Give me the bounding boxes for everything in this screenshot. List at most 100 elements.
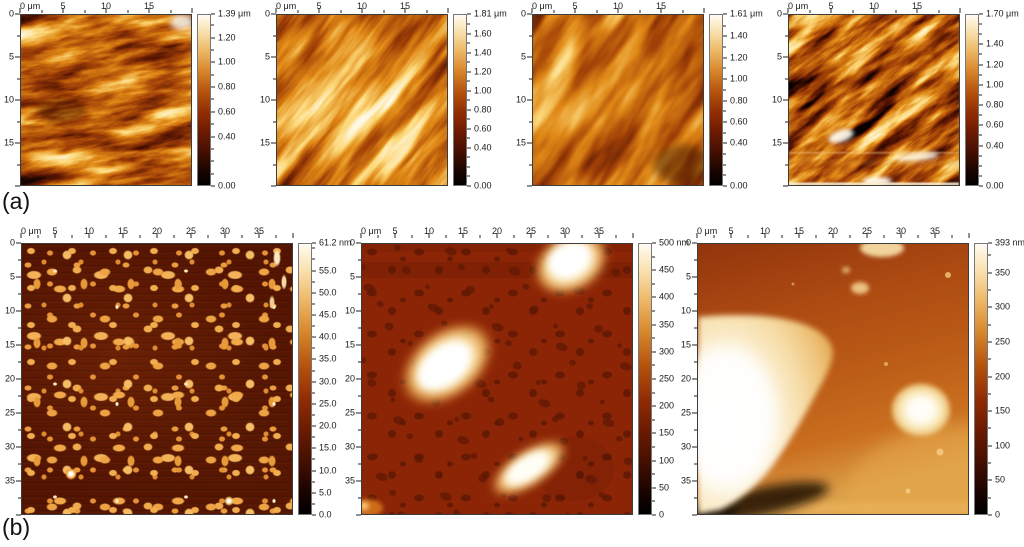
colorbar-tick-label: 1.20 (218, 32, 236, 42)
colorbar-tick (467, 33, 471, 35)
axis-tick (18, 395, 21, 397)
axis-tick (830, 8, 832, 13)
colorbar-tick (312, 325, 315, 327)
afm-image-b1 (21, 243, 293, 515)
y-axis-ticks (271, 13, 276, 187)
colorbar-tick-label: 100 (995, 440, 1011, 451)
axis-tick (18, 463, 21, 465)
speck (884, 362, 888, 366)
colorbar-tick-label: 0.00 (730, 180, 748, 191)
colorbar-ticks (467, 13, 471, 187)
axis-tick (18, 327, 21, 329)
figure-row-a: 0 μm 5 10 15 0 5 10 15 (0, 0, 1024, 200)
colorbar-b2 (638, 243, 652, 515)
axis-tick (564, 233, 566, 238)
bottom-scan-strip (789, 182, 959, 185)
colorbar-tick (211, 173, 214, 175)
x-axis-tick-label: 35 (929, 226, 941, 236)
afm-panel-a4: 0 μm 5 10 15 0 5 10 15 (768, 0, 1024, 200)
y-axis-tick-label: 30 (4, 441, 15, 452)
axis-tick (694, 463, 697, 465)
colorbar-a3 (709, 14, 723, 186)
colorbar-labels: 1.81 μm 0.00 0.40 0.60 0.80 1.00 1.20 1.40 1.60 (474, 9, 518, 190)
colorbar-tick (467, 137, 470, 139)
colorbar-tick-label: 400 (659, 291, 675, 302)
axis-tick (105, 235, 107, 238)
axis-tick (411, 235, 413, 238)
y-axis-tick-label: 10 (771, 94, 782, 105)
x-axis-tick-label: 10 (423, 226, 435, 236)
x-axis-tick-label: 30 (219, 226, 231, 236)
axis-tick (224, 233, 226, 238)
y-axis-labels: 0 5 10 15 20 25 30 35 (340, 238, 357, 515)
axis-tick (895, 10, 896, 13)
colorbar-tick-label: 5.0 (319, 487, 332, 498)
x-axis-tick-label: 20 (151, 226, 163, 236)
axis-tick (596, 10, 597, 13)
axis-tick (692, 514, 697, 516)
axis-tick (170, 10, 171, 13)
axis-tick (692, 276, 697, 278)
axis-tick (916, 8, 918, 13)
y-axis-tick-label: 5 (520, 51, 526, 62)
colorbar-tick (979, 165, 982, 167)
y-axis-tick-label: 15 (4, 339, 15, 350)
y-axis-ticks (692, 242, 697, 516)
axis-tick (297, 10, 298, 13)
colorbar-tick (979, 134, 982, 136)
y-axis-ticks (527, 13, 532, 187)
colorbar-tick (979, 33, 982, 35)
colorbar-tick (652, 392, 655, 394)
axis-tick (37, 235, 39, 238)
x-axis-tick-label: 0 μm (20, 1, 41, 11)
axis-tick (764, 233, 766, 238)
x-axis-ticks (531, 8, 705, 13)
round-island (890, 382, 952, 438)
axis-tick (16, 480, 21, 482)
colorbar-tick (211, 111, 215, 113)
colorbar-tick (312, 403, 316, 405)
y-axis-tick-label: 35 (680, 475, 691, 486)
axis-tick (529, 35, 532, 36)
colorbar-tick (312, 336, 316, 338)
y-axis-tick-label: 15 (3, 137, 14, 148)
colorbar-tick (467, 71, 471, 73)
axis-tick (527, 56, 532, 58)
colorbar-tick-label: 300 (995, 301, 1011, 312)
x-axis-ticks (20, 233, 294, 238)
figure-row-b: 0 μm 5 10 15 20 25 30 35 0 5 10 15 20 25 30 35 61.2 nm… (0, 210, 1024, 540)
axis-tick (445, 235, 447, 238)
colorbar-tick (723, 100, 727, 102)
axis-tick (428, 233, 430, 238)
axis-tick (18, 497, 21, 499)
colorbar-tick (211, 136, 215, 137)
colorbar-tick (467, 128, 471, 130)
y-axis-tick-label: 0 (685, 237, 691, 248)
y-axis-tick-label: 5 (685, 271, 691, 282)
afm-panel-b2: 0 μm 5 10 15 20 25 30 35 0 5 10 15 20 25 30 35 (340, 210, 689, 540)
colorbar-tick (652, 432, 656, 434)
x-axis-tick-label: 0 μm (697, 226, 718, 236)
y-axis-tick-label: 25 (344, 407, 355, 418)
colorbar-tick (652, 310, 655, 312)
axis-tick (356, 276, 361, 278)
axis-tick (54, 233, 56, 238)
colorbar-ticks (723, 13, 727, 187)
corner-light (846, 426, 968, 514)
colorbar-tick (211, 98, 214, 100)
axis-tick (530, 233, 532, 238)
colorbar-tick (312, 247, 315, 249)
x-axis-tick-label: 25 (525, 226, 537, 236)
y-axis-ticks (16, 242, 21, 516)
axis-tick (356, 446, 361, 448)
colorbar-tick (467, 147, 471, 149)
x-axis-tick-label: 5 (60, 1, 66, 11)
axis-tick (529, 121, 532, 122)
axis-tick (377, 235, 379, 238)
colorbar-tick (467, 109, 471, 111)
colorbar-tick-label: 0.80 (730, 95, 748, 106)
x-axis-tick-label: 10 (868, 1, 880, 11)
x-axis-tick-label: 15 (117, 226, 129, 236)
colorbar-tick (979, 124, 983, 126)
colorbar-tick-label: 20.0 (319, 420, 337, 431)
